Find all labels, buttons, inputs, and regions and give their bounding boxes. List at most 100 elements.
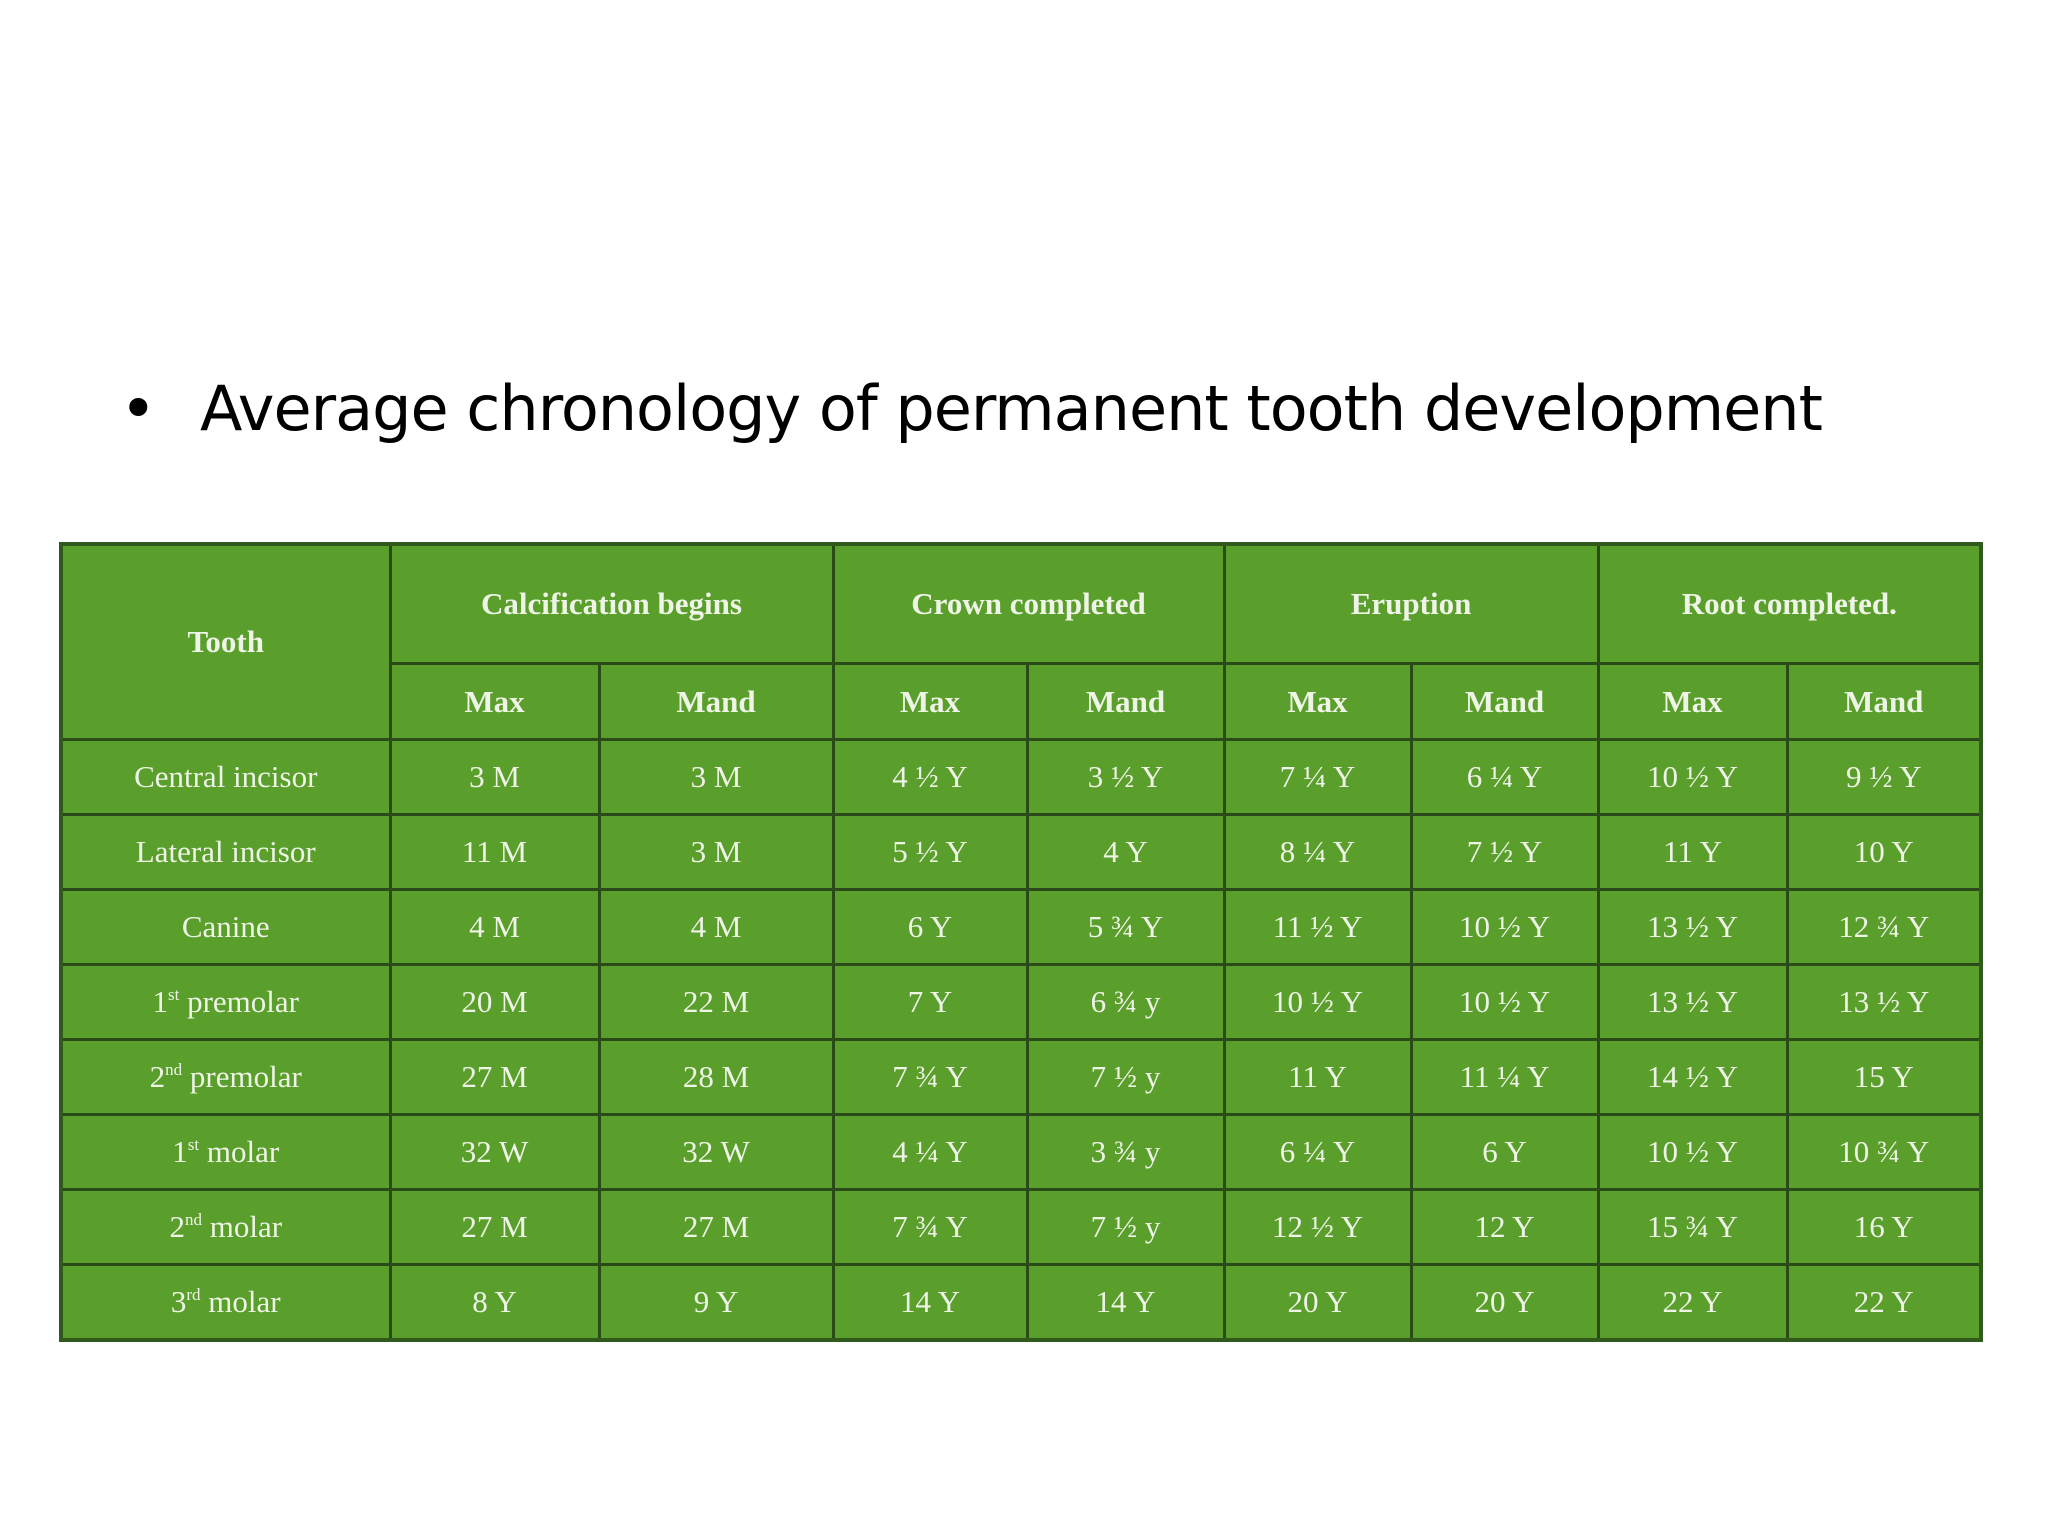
subheader: Max — [1596, 662, 1789, 741]
value-cell: 6 ¼ Y — [1222, 1113, 1413, 1191]
value-cell: 20 Y — [1222, 1263, 1413, 1342]
value-cell: 11 Y — [1596, 813, 1789, 891]
value-cell: 4 ½ Y — [831, 738, 1029, 816]
tooth-cell: 1st molar — [59, 1113, 392, 1191]
value-cell: 16 Y — [1785, 1188, 1983, 1266]
header-row: Tooth Calcification begins Crown completed… — [59, 542, 1983, 741]
group-header: Root completed. — [1596, 542, 1983, 665]
subheader-row: Max Mand Max Mand Max Mand Max Mand — [61, 662, 1983, 741]
value-cell: 14 ½ Y — [1596, 1038, 1789, 1116]
value-cell: 6 Y — [1409, 1113, 1600, 1191]
group-header: Crown completed — [831, 542, 1226, 665]
value-cell: 20 M — [388, 963, 601, 1041]
value-cell: 15 ¾ Y — [1596, 1188, 1789, 1266]
value-cell: 7 ½ y — [1025, 1038, 1226, 1116]
value-cell: 32 W — [597, 1113, 835, 1191]
subheader: Max — [388, 662, 601, 741]
value-cell: 32 W — [388, 1113, 601, 1191]
value-cell: 14 Y — [1025, 1263, 1226, 1342]
value-cell: 12 ¾ Y — [1785, 888, 1983, 966]
value-cell: 10 ¾ Y — [1785, 1113, 1983, 1191]
tooth-cell: Canine — [59, 888, 392, 966]
value-cell: 7 ½ y — [1025, 1188, 1226, 1266]
value-cell: 13 ½ Y — [1596, 963, 1789, 1041]
tooth-number: 3 — [170, 1284, 187, 1319]
value-cell: 4 Y — [1025, 813, 1226, 891]
value-cell: 27 M — [597, 1188, 835, 1266]
value-cell: 3 ¾ y — [1025, 1113, 1226, 1191]
value-cell: 22 M — [597, 963, 835, 1041]
value-cell: 8 ¼ Y — [1222, 813, 1413, 891]
value-cell: 3 M — [597, 738, 835, 816]
value-cell: 3 M — [388, 738, 601, 816]
group-header: Eruption — [1222, 542, 1600, 665]
value-cell: 10 ½ Y — [1409, 888, 1600, 966]
tooth-cell: 2nd premolar — [59, 1038, 392, 1116]
value-cell: 13 ½ Y — [1785, 963, 1983, 1041]
tooth-name: molar — [209, 1209, 283, 1244]
value-cell: 10 ½ Y — [1222, 963, 1413, 1041]
tooth-cell: 1st premolar — [59, 963, 392, 1041]
value-cell: 5 ½ Y — [831, 813, 1029, 891]
value-cell: 10 Y — [1785, 813, 1983, 891]
value-cell: 20 Y — [1409, 1263, 1600, 1342]
value-cell: 11 ¼ Y — [1409, 1038, 1600, 1116]
value-cell: 6 Y — [831, 888, 1029, 966]
group-header: Calcification begins — [388, 542, 835, 665]
tooth-cell: 2nd molar — [59, 1188, 392, 1266]
header-cell: Tooth — [59, 542, 392, 741]
tooth-name: Central incisor — [134, 759, 318, 794]
tooth-cell: Central incisor — [59, 738, 392, 816]
subheader: Mand — [1025, 662, 1226, 741]
tooth-name: molar — [208, 1284, 281, 1319]
value-cell: 12 ½ Y — [1222, 1188, 1413, 1266]
subheader: Mand — [597, 662, 835, 741]
tooth-suffix: st — [187, 1135, 200, 1154]
value-cell: 9 Y — [597, 1263, 835, 1342]
chronology-table: Tooth Calcification begins Crown completed… — [59, 542, 1984, 1342]
subheader: Mand — [1409, 662, 1600, 741]
value-cell: 11 Y — [1222, 1038, 1413, 1116]
value-cell: 10 ½ Y — [1596, 1113, 1789, 1191]
value-cell: 7 ¼ Y — [1222, 738, 1413, 816]
bullet: • — [120, 372, 157, 445]
value-cell: 5 ¾ Y — [1025, 888, 1226, 966]
subheader: Max — [1222, 662, 1413, 741]
tooth-suffix: nd — [165, 1060, 183, 1079]
value-cell: 22 Y — [1785, 1263, 1983, 1342]
value-cell: 7 Y — [831, 963, 1029, 1041]
value-cell: 22 Y — [1596, 1263, 1789, 1342]
value-cell: 3 ½ Y — [1025, 738, 1226, 816]
tooth-name: Canine — [181, 909, 270, 944]
tooth-suffix: st — [168, 985, 180, 1004]
value-cell: 15 Y — [1785, 1038, 1983, 1116]
subheader: Mand — [1785, 662, 1983, 741]
subheader: Max — [831, 662, 1029, 741]
value-cell: 13 ½ Y — [1596, 888, 1789, 966]
value-cell: 3 M — [597, 813, 835, 891]
value-cell: 8 Y — [388, 1263, 601, 1342]
tooth-number: 2 — [169, 1209, 185, 1244]
tooth-suffix: rd — [186, 1285, 201, 1304]
value-cell: 10 ½ Y — [1409, 963, 1600, 1041]
value-cell: 14 Y — [831, 1263, 1029, 1342]
value-cell: 7 ½ Y — [1409, 813, 1600, 891]
tooth-number: 1 — [152, 984, 169, 1019]
value-cell: 4 M — [597, 888, 835, 966]
value-cell: 4 M — [388, 888, 601, 966]
bullet-title: • Average chronology of permanent tooth d… — [120, 372, 1823, 445]
tooth-cell: Lateral incisor — [59, 813, 392, 891]
value-cell: 12 Y — [1409, 1188, 1600, 1266]
value-cell: 27 M — [388, 1188, 601, 1266]
value-cell: 7 ¾ Y — [831, 1188, 1029, 1266]
tooth-name: Lateral incisor — [135, 834, 316, 869]
value-cell: 10 ½ Y — [1596, 738, 1789, 816]
